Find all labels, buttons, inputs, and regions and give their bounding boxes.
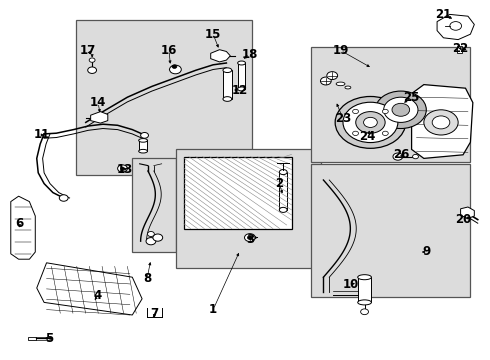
Circle shape — [141, 132, 148, 138]
Bar — [28, 337, 36, 340]
Circle shape — [450, 22, 462, 30]
Text: 15: 15 — [205, 28, 221, 41]
Circle shape — [413, 154, 418, 159]
Text: 17: 17 — [80, 44, 97, 57]
Ellipse shape — [238, 61, 245, 65]
Circle shape — [353, 109, 359, 114]
Bar — [132, 158, 176, 252]
Bar — [184, 157, 292, 229]
Polygon shape — [461, 207, 474, 219]
Bar — [311, 47, 470, 162]
Ellipse shape — [345, 86, 351, 89]
Circle shape — [88, 67, 97, 73]
Ellipse shape — [238, 87, 245, 91]
Circle shape — [170, 65, 181, 74]
Text: 18: 18 — [242, 48, 258, 60]
Bar — [238, 63, 245, 89]
Ellipse shape — [336, 82, 345, 86]
Circle shape — [364, 117, 377, 127]
Circle shape — [384, 97, 418, 122]
Circle shape — [172, 65, 177, 68]
Bar — [279, 172, 287, 210]
Text: 12: 12 — [232, 84, 248, 96]
Text: 3: 3 — [246, 233, 254, 246]
Ellipse shape — [279, 207, 287, 212]
Bar — [139, 140, 147, 151]
Circle shape — [147, 231, 154, 237]
Text: 25: 25 — [403, 91, 420, 104]
Circle shape — [320, 77, 331, 85]
Circle shape — [121, 167, 124, 170]
Text: 1: 1 — [209, 303, 217, 316]
Text: 16: 16 — [161, 44, 177, 57]
Text: 22: 22 — [452, 42, 469, 55]
Bar — [176, 149, 321, 268]
Bar — [358, 277, 371, 302]
Circle shape — [343, 102, 398, 143]
Text: 26: 26 — [393, 148, 410, 161]
Text: 24: 24 — [359, 130, 376, 143]
Ellipse shape — [223, 97, 232, 101]
Polygon shape — [211, 50, 230, 62]
Text: 23: 23 — [335, 112, 351, 125]
Circle shape — [356, 112, 385, 133]
Text: 5: 5 — [45, 332, 53, 345]
Text: 19: 19 — [332, 44, 349, 57]
Text: 20: 20 — [455, 213, 471, 226]
Circle shape — [59, 195, 68, 201]
Polygon shape — [412, 85, 473, 158]
Circle shape — [89, 58, 95, 62]
Text: 11: 11 — [33, 129, 50, 141]
Circle shape — [393, 153, 403, 160]
Text: 21: 21 — [435, 8, 452, 21]
Text: 8: 8 — [143, 273, 151, 285]
Circle shape — [245, 234, 255, 242]
Text: 7: 7 — [150, 307, 158, 320]
Circle shape — [432, 116, 450, 129]
Polygon shape — [37, 263, 142, 315]
Circle shape — [375, 91, 426, 129]
Text: 13: 13 — [117, 163, 133, 176]
Text: 9: 9 — [422, 246, 430, 258]
Text: 2: 2 — [275, 177, 283, 190]
Circle shape — [327, 72, 338, 80]
Bar — [223, 70, 232, 99]
Text: 4: 4 — [94, 289, 102, 302]
Text: 6: 6 — [16, 217, 24, 230]
Circle shape — [146, 238, 156, 245]
Bar — [457, 46, 462, 53]
Text: 14: 14 — [90, 96, 106, 109]
Polygon shape — [91, 112, 108, 123]
Circle shape — [353, 131, 359, 135]
Circle shape — [382, 109, 388, 114]
Polygon shape — [437, 14, 474, 40]
Circle shape — [335, 96, 406, 148]
Circle shape — [392, 103, 410, 116]
Ellipse shape — [139, 149, 147, 153]
Circle shape — [424, 110, 458, 135]
Circle shape — [153, 234, 163, 241]
Circle shape — [382, 131, 388, 135]
Text: 10: 10 — [342, 278, 359, 291]
Ellipse shape — [358, 300, 371, 305]
Circle shape — [247, 236, 252, 239]
Ellipse shape — [358, 275, 371, 280]
Ellipse shape — [279, 170, 287, 175]
Circle shape — [361, 309, 368, 315]
Ellipse shape — [139, 139, 147, 142]
Circle shape — [118, 165, 127, 172]
Polygon shape — [11, 196, 35, 259]
Bar — [311, 164, 470, 297]
Bar — [76, 20, 252, 175]
Ellipse shape — [223, 68, 232, 72]
